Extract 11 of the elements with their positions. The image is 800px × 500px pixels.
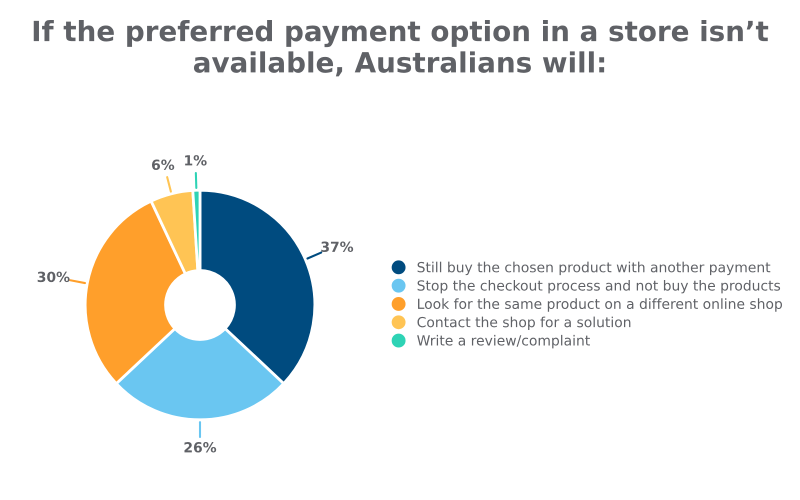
data-label: 26% [184, 442, 216, 453]
data-label: 30% [38, 272, 70, 282]
data-label: 1% [185, 155, 207, 166]
legend-label: Stop the checkout process and not buy the products [418, 280, 780, 294]
data-label: 6% [152, 160, 174, 170]
legend-label: Contact the shop for a solution [417, 316, 630, 330]
chart-title: If the preferred payment option in a store isn’t available, Australians will: [34, 20, 768, 76]
legend-label: Look for the same product on a different online shop [418, 298, 782, 312]
legend-label: Write a review/complaint [417, 334, 590, 348]
legend-label: Still buy the chosen product with another payment [418, 262, 770, 276]
data-label: 37% [321, 242, 354, 252]
